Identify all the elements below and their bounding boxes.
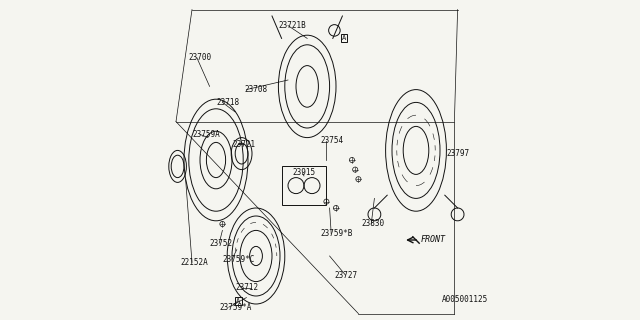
Text: 23759*C: 23759*C: [223, 255, 255, 264]
Text: 23752: 23752: [210, 239, 233, 248]
Text: 23759*A: 23759*A: [219, 303, 252, 312]
Text: 23700: 23700: [189, 53, 212, 62]
Text: A005001125: A005001125: [442, 295, 488, 304]
Text: 23754: 23754: [320, 136, 343, 145]
Text: 23727: 23727: [334, 271, 358, 280]
Text: 23915: 23915: [292, 168, 316, 177]
Text: 23721: 23721: [232, 140, 255, 148]
Text: 23797: 23797: [447, 149, 470, 158]
Text: 23718: 23718: [216, 98, 239, 107]
Text: 23759A: 23759A: [192, 130, 220, 139]
Text: FRONT: FRONT: [421, 236, 446, 244]
Text: 22152A: 22152A: [181, 258, 209, 267]
Text: 23708: 23708: [245, 85, 268, 94]
Text: A: A: [342, 36, 346, 41]
Text: 23721B: 23721B: [278, 21, 306, 30]
Text: A: A: [236, 298, 241, 304]
Text: 23712: 23712: [236, 284, 259, 292]
Text: 23830: 23830: [362, 220, 385, 228]
Text: 23759*B: 23759*B: [320, 229, 353, 238]
